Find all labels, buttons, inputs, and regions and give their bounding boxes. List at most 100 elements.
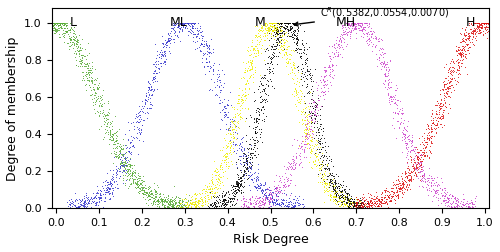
Point [348,201,356,205]
Point [382,206,390,210]
Point [320,200,328,204]
Point [226,117,234,121]
Point [430,126,438,130]
Point [360,32,368,36]
Point [214,173,222,177]
Point [163,206,171,210]
Point [164,201,172,205]
Point [340,199,348,203]
Point [332,185,340,189]
Point [256,135,264,139]
Point [144,194,152,198]
Point [90,87,98,91]
Point [54,21,62,25]
Point [280,183,288,187]
Point [226,128,234,132]
Point [471,21,479,25]
Point [160,48,168,52]
Point [96,113,104,117]
Point [396,189,404,193]
Point [234,184,242,188]
Point [454,80,462,84]
Point [247,61,255,65]
Point [95,127,103,131]
Point [226,200,234,204]
Point [218,108,226,112]
Point [125,129,133,133]
Point [297,74,305,78]
Point [128,138,136,142]
Point [305,120,313,124]
Point [284,28,292,32]
Point [96,96,104,100]
Point [476,28,484,32]
Point [286,21,294,25]
Point [272,40,280,44]
Point [322,158,330,162]
Point [352,206,360,210]
Point [252,118,260,122]
Point [251,202,259,206]
Point [308,149,316,153]
Point [62,29,70,33]
Point [168,204,176,208]
Point [307,115,315,119]
Point [265,187,273,192]
Point [244,150,252,154]
Point [304,90,312,94]
Point [244,169,252,173]
Point [320,171,328,175]
Point [246,76,254,80]
Point [275,179,283,183]
Point [78,60,86,64]
Point [212,187,220,191]
Point [164,39,172,43]
Point [243,159,251,163]
Point [332,195,340,199]
Point [199,200,207,204]
Point [440,123,448,127]
Point [294,206,302,210]
Point [358,205,366,209]
Point [169,23,177,27]
Point [130,170,138,174]
Point [174,34,182,38]
Point [435,183,443,187]
Point [398,111,406,115]
Point [425,155,433,160]
Point [247,64,255,68]
Point [373,65,381,69]
Point [204,206,212,210]
Point [432,189,440,193]
Point [310,152,318,156]
Point [348,206,356,210]
Point [252,194,260,198]
Point [253,146,261,150]
Point [402,139,409,143]
Point [102,113,110,117]
Point [288,91,296,96]
Point [356,198,364,202]
Point [270,30,278,34]
Point [326,159,334,163]
Point [258,200,266,204]
Point [116,169,124,173]
Point [372,36,380,40]
Point [256,186,264,190]
Point [261,62,269,66]
Point [124,146,132,150]
Point [311,105,319,109]
Point [60,22,68,26]
Point [108,174,116,178]
Point [381,190,389,194]
Point [286,206,294,210]
Point [366,200,374,204]
Point [220,145,228,149]
Point [338,195,346,199]
Point [250,129,258,133]
Point [276,21,284,25]
Point [354,203,362,207]
Point [330,174,338,178]
Point [261,100,269,104]
Point [406,167,413,171]
